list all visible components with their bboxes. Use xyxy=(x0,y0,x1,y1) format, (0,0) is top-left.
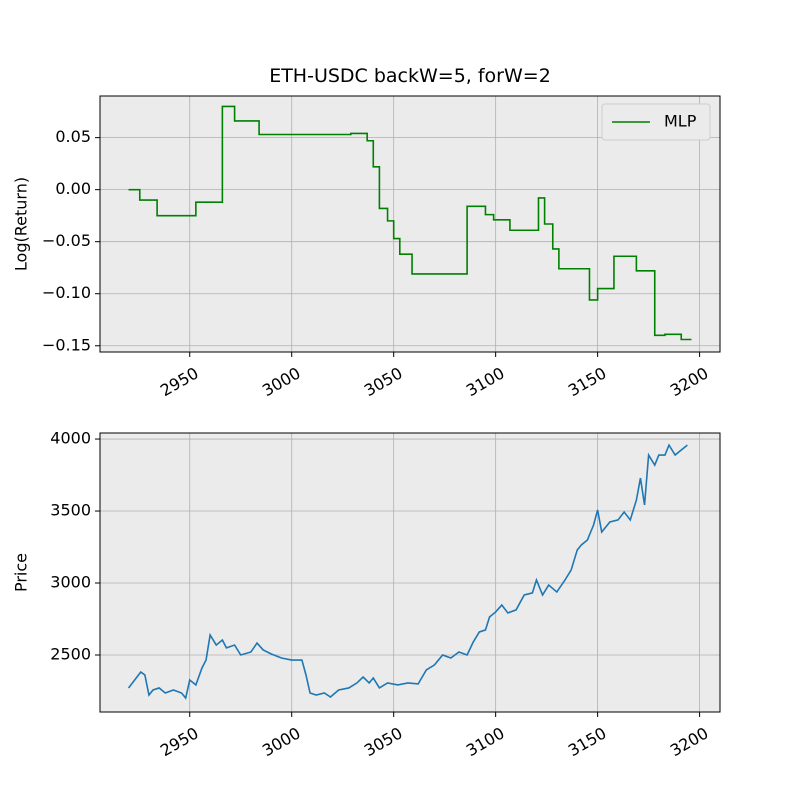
axes-frame xyxy=(99,95,721,353)
y-tick-label: 3000 xyxy=(50,573,91,592)
x-tick-label: 3150 xyxy=(565,723,610,760)
x-tick-label: 3100 xyxy=(463,723,508,760)
legend-box xyxy=(601,103,711,141)
y-axis-label: Log(Return) xyxy=(12,177,31,271)
x-tick-label: 3050 xyxy=(361,363,406,400)
x-tick-label: 2950 xyxy=(157,723,202,760)
x-tick-label: 3150 xyxy=(565,363,610,400)
axes-frame xyxy=(99,432,721,713)
x-tick-label: 2950 xyxy=(157,363,202,400)
x-tick-label: 3000 xyxy=(259,723,304,760)
x-tick-label: 3200 xyxy=(667,363,712,400)
y-tick-label: −0.15 xyxy=(42,335,91,354)
x-tick-label: 3050 xyxy=(361,723,406,760)
plot-area xyxy=(100,433,720,712)
y-tick-label: 4000 xyxy=(50,429,91,448)
x-tick-label: 3100 xyxy=(463,363,508,400)
y-tick-label: 2500 xyxy=(50,644,91,663)
data-line xyxy=(127,443,688,700)
y-tick-label: 0.00 xyxy=(55,179,91,198)
y-tick-label: 3500 xyxy=(50,501,91,520)
data-line xyxy=(128,105,692,341)
legend-label: MLP xyxy=(664,112,697,131)
y-tick-label: −0.10 xyxy=(42,283,91,302)
y-axis-label: Price xyxy=(12,553,31,592)
x-tick-label: 3200 xyxy=(667,723,712,760)
y-tick-label: −0.05 xyxy=(42,231,91,250)
y-tick-label: 0.05 xyxy=(55,127,91,146)
chart-title: ETH-USDC backW=5, forW=2 xyxy=(269,65,551,87)
x-tick-label: 3000 xyxy=(259,363,304,400)
